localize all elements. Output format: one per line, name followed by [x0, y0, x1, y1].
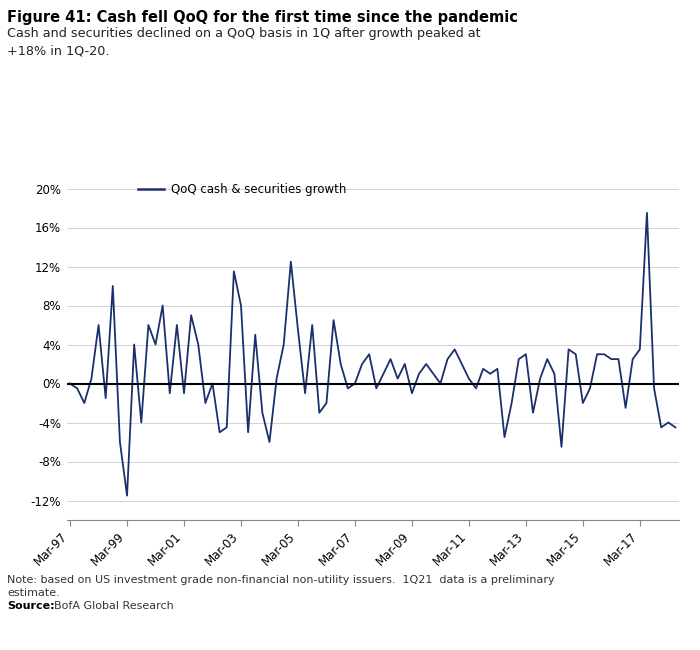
Text: estimate.: estimate. [7, 588, 60, 597]
Text: BofA Global Research: BofA Global Research [47, 601, 174, 611]
Legend: QoQ cash & securities growth: QoQ cash & securities growth [134, 178, 351, 201]
Text: Cash and securities declined on a QoQ basis in 1Q after growth peaked at
+18% in: Cash and securities declined on a QoQ ba… [7, 27, 481, 58]
Text: Figure 41: Cash fell QoQ for the first time since the pandemic: Figure 41: Cash fell QoQ for the first t… [7, 10, 518, 25]
Text: Source:: Source: [7, 601, 55, 611]
Text: Note: based on US investment grade non-financial non-utility issuers.  1Q21  dat: Note: based on US investment grade non-f… [7, 575, 554, 585]
